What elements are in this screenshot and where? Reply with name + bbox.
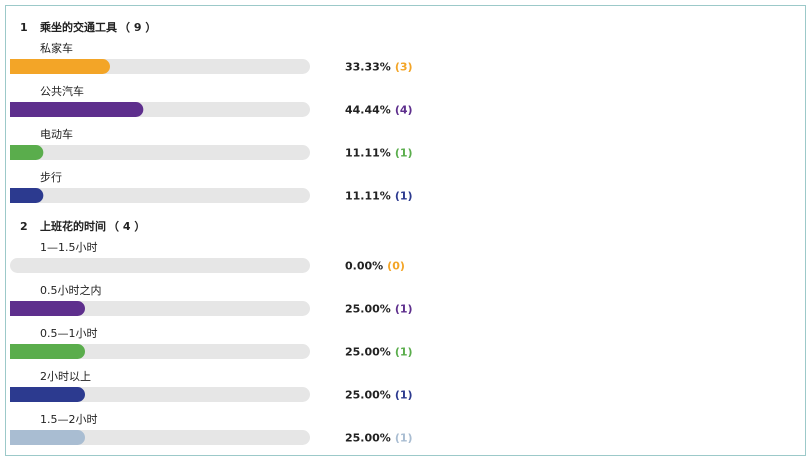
option-label: 私家车 <box>40 41 73 55</box>
percent: 11.11% <box>345 190 391 203</box>
bar-track <box>10 387 310 402</box>
bar-track <box>10 430 310 445</box>
count: (4) <box>395 104 413 117</box>
percent: 11.11% <box>345 147 391 160</box>
percent: 25.00% <box>345 432 391 445</box>
question-total: （ 9 ） <box>119 21 156 34</box>
option-label: 步行 <box>40 171 62 184</box>
count: (1) <box>395 389 413 402</box>
option-label: 0.5小时之内 <box>40 283 102 297</box>
bar-track <box>10 344 310 359</box>
option-label: 0.5—1小时 <box>40 327 98 340</box>
count: (1) <box>395 190 413 203</box>
question-number: 2 <box>20 220 28 233</box>
count: (1) <box>395 303 413 316</box>
option-label: 1.5—2小时 <box>40 413 98 426</box>
count: (3) <box>395 61 413 74</box>
count: (1) <box>395 346 413 359</box>
panel <box>5 5 806 456</box>
bar-track <box>10 145 310 160</box>
percent: 33.33% <box>345 61 391 74</box>
percent: 25.00% <box>345 389 391 402</box>
option-label: 1—1.5小时 <box>40 241 98 254</box>
bar-fill <box>10 430 86 445</box>
bar-fill <box>10 102 144 117</box>
question-number: 1 <box>20 21 28 34</box>
bar-fill <box>10 301 86 316</box>
count: (0) <box>387 260 405 273</box>
option-label: 2小时以上 <box>40 370 91 383</box>
question-total: （ 4 ） <box>108 220 145 233</box>
count: (1) <box>395 147 413 160</box>
percent: 25.00% <box>345 303 391 316</box>
bar-track <box>10 301 310 316</box>
percent: 25.00% <box>345 346 391 359</box>
question-title: 上班花的时间 <box>40 219 106 233</box>
count: (1) <box>395 432 413 445</box>
option-label: 电动车 <box>40 127 73 141</box>
question-title: 乘坐的交通工具 <box>39 20 117 34</box>
bar-fill <box>10 59 110 74</box>
bar-track <box>10 188 310 203</box>
percent: 0.00% <box>345 260 383 273</box>
bar-fill <box>10 188 44 203</box>
option-label: 公共汽车 <box>40 84 84 98</box>
bar-fill <box>10 344 86 359</box>
bar-fill <box>10 145 44 160</box>
bar-fill <box>10 387 86 402</box>
bar-track <box>10 258 310 273</box>
percent: 44.44% <box>345 104 391 117</box>
